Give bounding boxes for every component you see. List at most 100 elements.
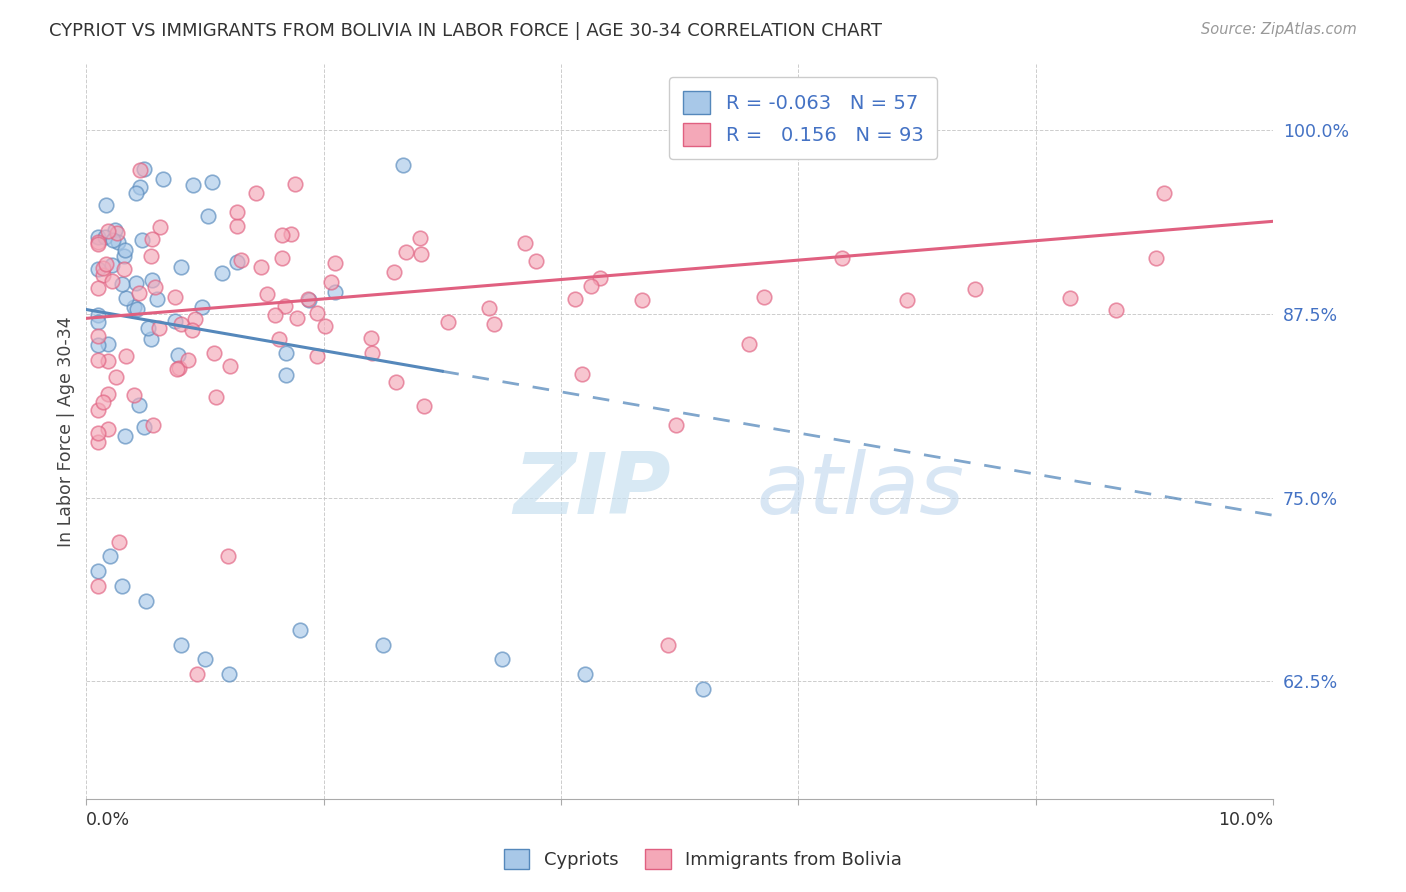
Point — [111, 277, 134, 291]
Point — [101, 233, 124, 247]
Point — [323, 255, 346, 269]
Point — [491, 652, 513, 666]
Point — [298, 293, 321, 308]
Text: 10.0%: 10.0% — [1218, 811, 1272, 829]
Point — [152, 172, 174, 186]
Point — [103, 223, 125, 237]
Legend: R = -0.063   N = 57, R =   0.156   N = 93: R = -0.063 N = 57, R = 0.156 N = 93 — [669, 78, 936, 160]
Point — [165, 313, 187, 327]
Point — [87, 329, 110, 343]
Point — [412, 399, 434, 413]
Point — [87, 281, 110, 295]
Point — [105, 226, 128, 240]
Point — [692, 681, 714, 696]
Point — [170, 317, 193, 331]
Point — [256, 286, 278, 301]
Point — [411, 247, 433, 261]
Point — [139, 249, 162, 263]
Point — [87, 237, 110, 252]
Point — [114, 244, 136, 258]
Point — [361, 345, 384, 359]
Point — [122, 388, 145, 402]
Point — [186, 667, 208, 681]
Point — [184, 312, 207, 326]
Point — [211, 266, 233, 280]
Point — [112, 262, 135, 277]
Point — [97, 387, 120, 401]
Point — [97, 224, 120, 238]
Point — [122, 300, 145, 314]
Point — [131, 233, 153, 247]
Point — [385, 375, 408, 389]
Point — [360, 331, 382, 345]
Point — [128, 286, 150, 301]
Point — [132, 419, 155, 434]
Point — [218, 667, 240, 681]
Point — [97, 336, 120, 351]
Point — [307, 305, 329, 319]
Point — [314, 319, 336, 334]
Point — [963, 282, 986, 296]
Point — [1105, 303, 1128, 318]
Point — [96, 198, 118, 212]
Point — [1153, 186, 1175, 201]
Point — [181, 178, 204, 192]
Point — [181, 324, 204, 338]
Point — [146, 292, 169, 306]
Point — [225, 204, 247, 219]
Point — [87, 338, 110, 352]
Point — [219, 359, 242, 374]
Point — [177, 353, 200, 368]
Point — [87, 579, 110, 593]
Point — [409, 231, 432, 245]
Point — [197, 209, 219, 223]
Point — [87, 425, 110, 440]
Point — [274, 346, 297, 360]
Point — [136, 320, 159, 334]
Point — [141, 418, 163, 433]
Point — [132, 161, 155, 176]
Point — [1144, 251, 1167, 265]
Text: 0.0%: 0.0% — [86, 811, 131, 829]
Point — [135, 593, 157, 607]
Point — [384, 265, 406, 279]
Text: atlas: atlas — [756, 449, 965, 532]
Point — [97, 422, 120, 436]
Point — [149, 219, 172, 234]
Point — [284, 177, 307, 191]
Point — [564, 293, 586, 307]
Point — [112, 249, 135, 263]
Point — [484, 317, 506, 331]
Point — [392, 158, 415, 172]
Point — [395, 244, 418, 259]
Point — [250, 260, 273, 275]
Point — [831, 251, 853, 265]
Point — [91, 260, 114, 275]
Point — [371, 638, 394, 652]
Legend: Cypriots, Immigrants from Bolivia: Cypriots, Immigrants from Bolivia — [495, 839, 911, 879]
Point — [94, 230, 117, 244]
Point — [170, 260, 193, 275]
Point — [226, 255, 249, 269]
Y-axis label: In Labor Force | Age 30-34: In Labor Force | Age 30-34 — [58, 316, 75, 547]
Point — [245, 186, 267, 201]
Point — [170, 638, 193, 652]
Point — [111, 579, 134, 593]
Point — [738, 337, 761, 351]
Point — [325, 285, 347, 300]
Point — [167, 348, 190, 362]
Point — [285, 310, 308, 325]
Point — [108, 534, 131, 549]
Point — [101, 258, 124, 272]
Point — [217, 549, 239, 564]
Point — [87, 230, 110, 244]
Point — [226, 219, 249, 233]
Point — [271, 227, 294, 242]
Point — [98, 549, 121, 564]
Point — [297, 292, 319, 306]
Point — [87, 435, 110, 450]
Point — [128, 163, 150, 178]
Point — [752, 290, 775, 304]
Text: ZIP: ZIP — [513, 449, 671, 532]
Point — [264, 308, 287, 322]
